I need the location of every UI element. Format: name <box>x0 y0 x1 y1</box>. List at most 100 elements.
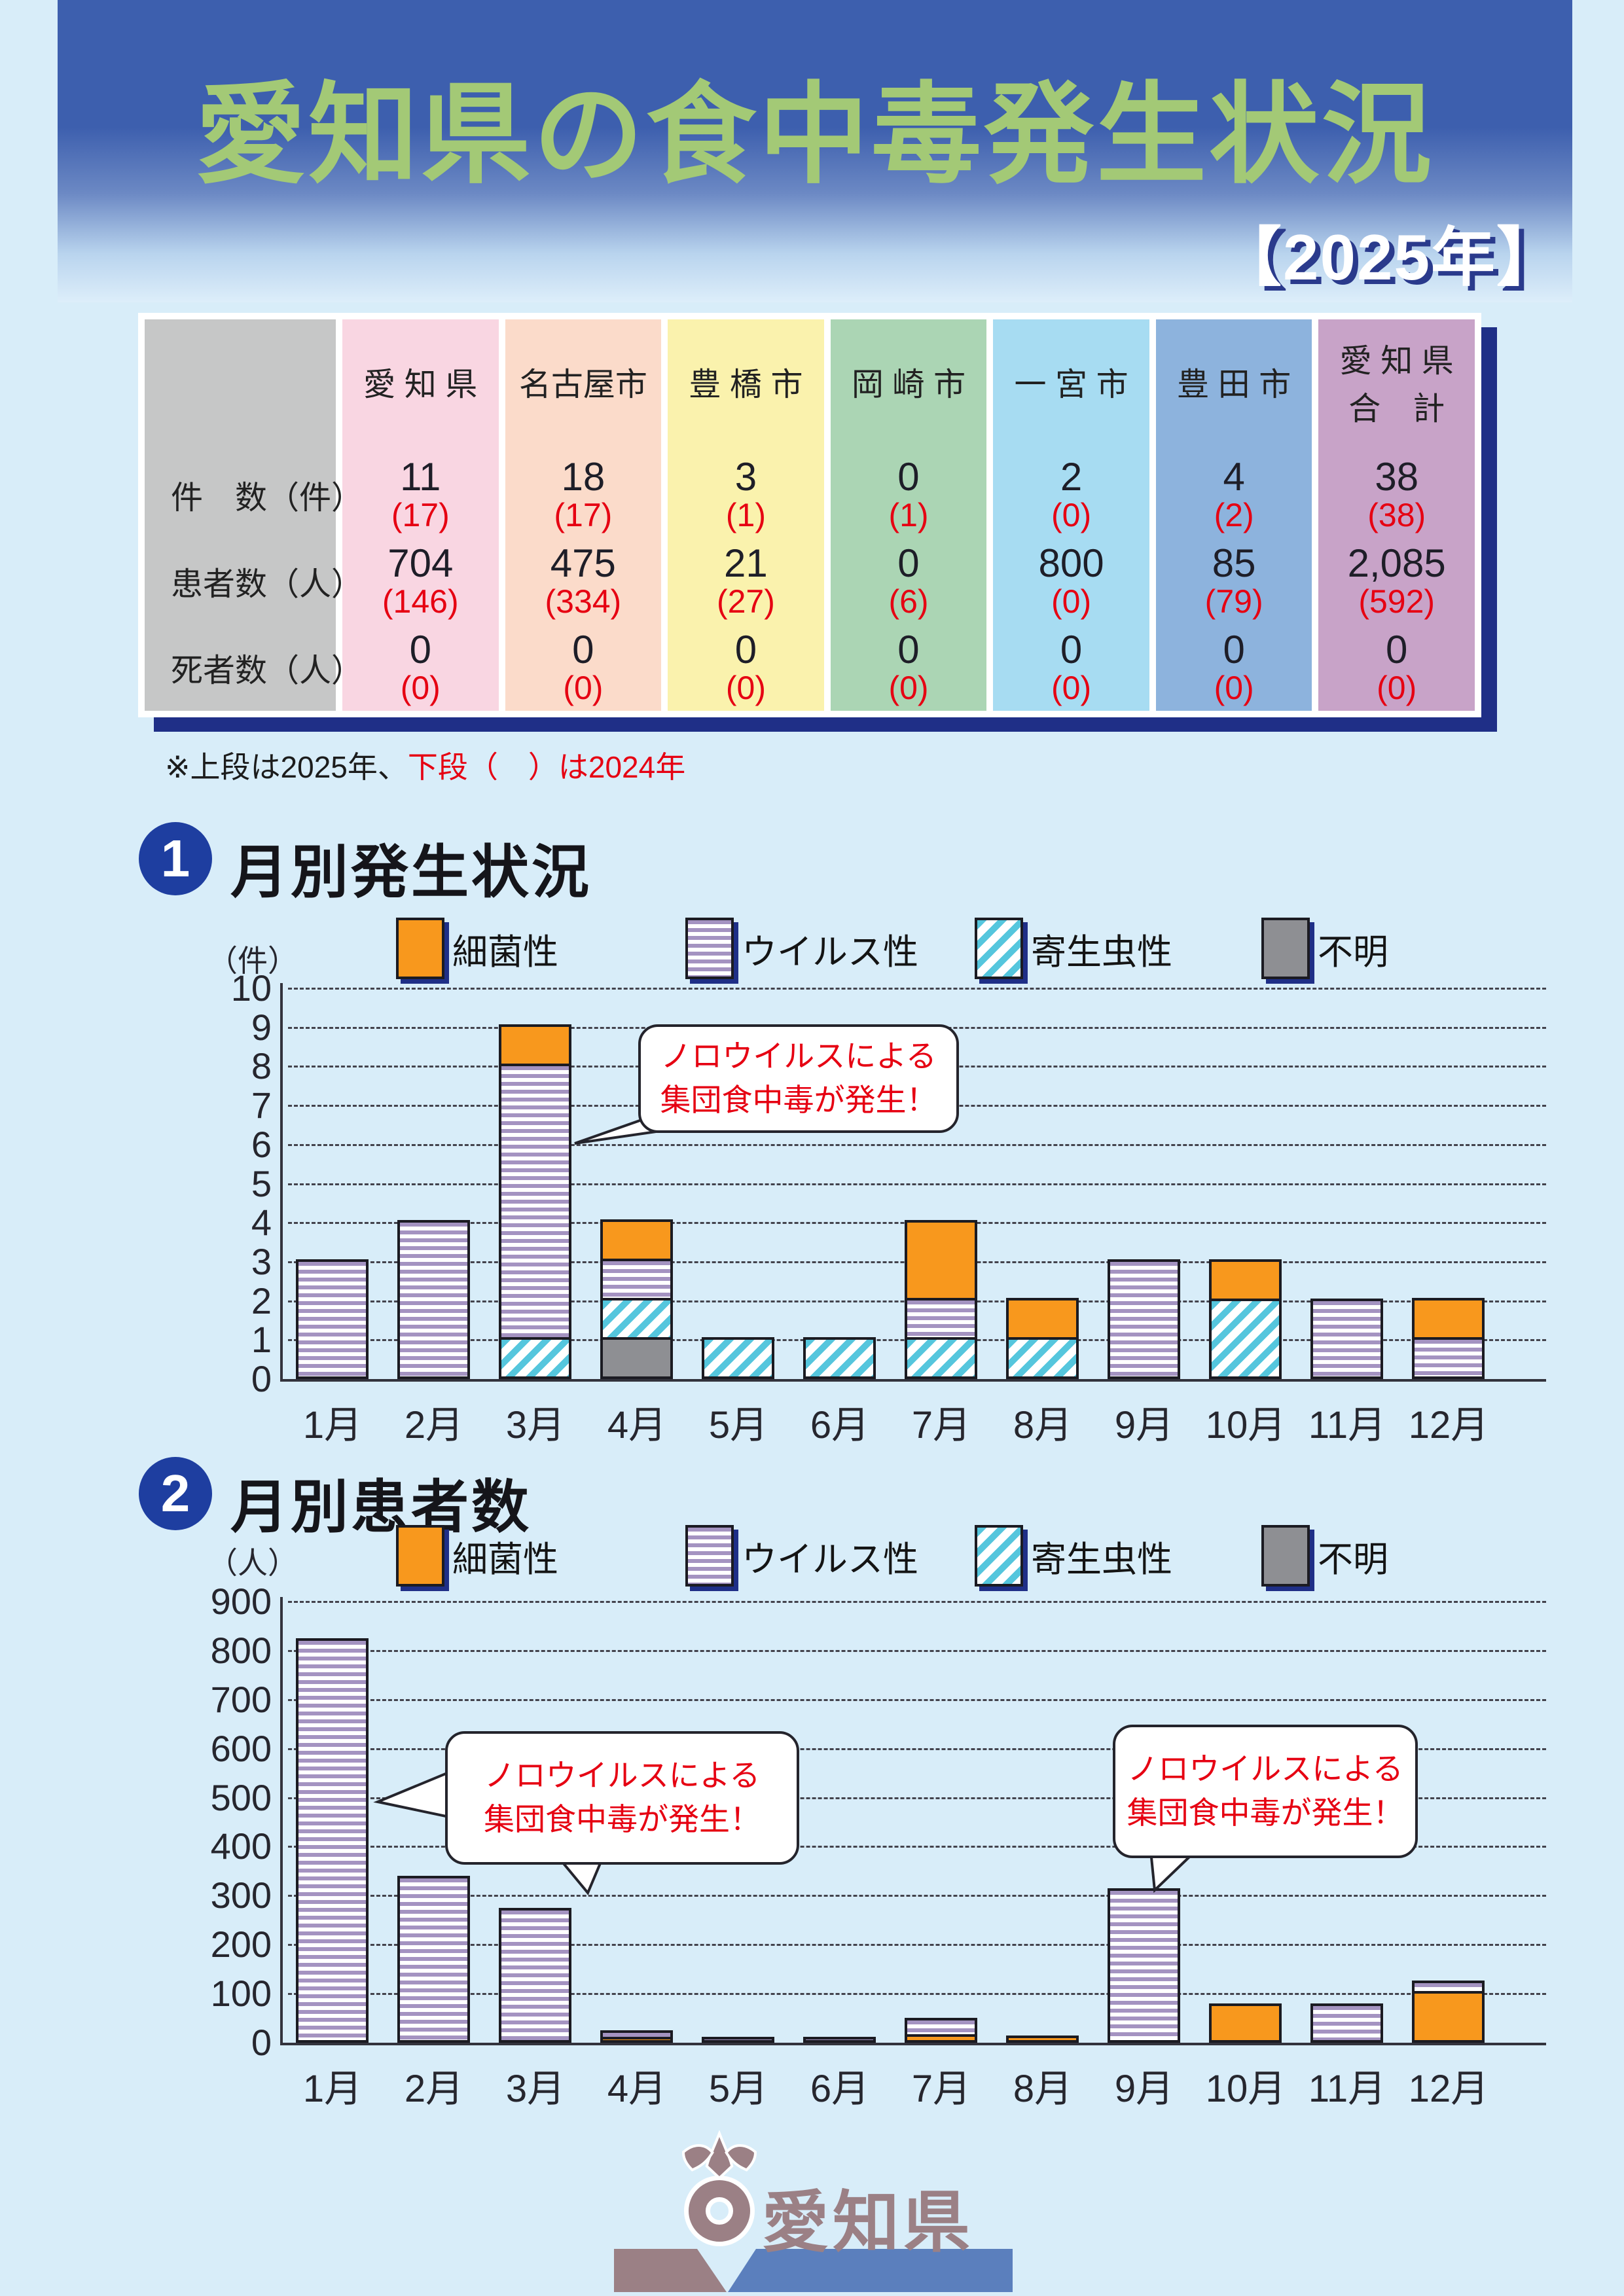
value-2024: (0) <box>1051 670 1092 706</box>
value-2024: (1) <box>725 497 766 533</box>
value-2025: 0 <box>897 628 920 672</box>
monthly-cases-y-axis <box>280 983 283 1382</box>
table-column-1: 愛 知 県 11 (17) 704 (146) 0 (0) <box>342 319 499 711</box>
monthly-cases-bar-1月-virus <box>296 1259 369 1379</box>
monthly-cases-bar-8月-bacteria <box>1006 1298 1079 1340</box>
monthly-patients-bar-5月-virus <box>702 2037 774 2043</box>
year-badge: 【2025年】 <box>1217 221 1562 293</box>
value-2024: (6) <box>888 583 929 620</box>
annotation-bubble-chart2-right: ノロウイルスによる 集団食中毒が発生！ <box>1113 1725 1418 1858</box>
monthly-patients-bar-12月-virus <box>1412 1981 1485 1994</box>
ribbon-left <box>614 2249 727 2292</box>
monthly-patients-ytick-700: 700 <box>210 1679 272 1720</box>
monthly-patients-ytick-100: 100 <box>210 1973 272 2014</box>
table-column-header-line: 名古屋市 <box>518 367 647 403</box>
table-cell: 18 (17) <box>505 452 662 538</box>
monthly-cases-x-label-1月: 1月 <box>302 1404 363 1446</box>
monthly-cases-gridline-10 <box>288 988 1546 990</box>
chart1-unit-label: （件） <box>208 944 298 978</box>
monthly-patients-gridline-300 <box>288 1895 1546 1897</box>
monthly-cases-ytick-8: 8 <box>251 1045 272 1086</box>
value-2025: 475 <box>550 541 616 585</box>
table-cell: 704 (146) <box>342 538 499 624</box>
monthly-cases-x-label-11月: 11月 <box>1308 1404 1386 1446</box>
annotation-line: ノロウイルスによる <box>1127 1751 1403 1787</box>
monthly-cases-x-axis <box>280 1379 1546 1382</box>
monthly-cases-bar-3月-bacteria <box>499 1024 571 1066</box>
table-column-header: 愛 知 県合 計 <box>1318 319 1475 452</box>
monthly-cases-ytick-0: 0 <box>251 1358 272 1399</box>
legend-chart1-label-unknown: 不明 <box>1318 932 1388 972</box>
monthly-cases-bar-3月-virus <box>499 1064 571 1340</box>
table-column-4: 岡 崎 市 0 (1) 0 (6) 0 (0) <box>830 319 987 711</box>
monthly-cases-x-label-2月: 2月 <box>404 1404 464 1446</box>
monthly-patients-gridline-200 <box>288 1944 1546 1946</box>
annotation-line: ノロウイルスによる <box>484 1758 761 1793</box>
monthly-cases-ytick-7: 7 <box>251 1085 272 1126</box>
section1-title: 月別発生状況 <box>230 840 592 905</box>
monthly-patients-gridline-700 <box>288 1699 1546 1701</box>
monthly-cases-bar-7月-virus <box>905 1298 977 1340</box>
monthly-patients-bar-3月-virus <box>499 1908 571 2043</box>
footnote-current-year: ※上段は2025年、 <box>165 750 408 784</box>
monthly-patients-x-label-2月: 2月 <box>404 2068 464 2110</box>
monthly-patients-ytick-900: 900 <box>210 1581 272 1622</box>
legend-chart1-swatch-unknown-icon <box>1261 918 1310 979</box>
table-cell: 3 (1) <box>668 452 824 538</box>
section2-number-badge: 2 <box>139 1457 212 1530</box>
legend-chart2-label-virus: ウイルス性 <box>742 1539 918 1579</box>
monthly-cases-bar-3月-parasite <box>499 1337 571 1379</box>
monthly-cases-x-label-4月: 4月 <box>607 1404 667 1446</box>
table-column-header: 岡 崎 市 <box>831 319 987 452</box>
table-column-header-line: 合 計 <box>1348 391 1445 427</box>
legend-chart1-label-bacteria: 細菌性 <box>452 932 558 972</box>
monthly-cases-bar-10月-bacteria <box>1209 1259 1282 1301</box>
monthly-patients-bar-2月-virus <box>397 1876 470 2043</box>
monthly-patients-bar-7月-virus <box>905 2018 977 2037</box>
monthly-patients-bar-4月-virus <box>600 2030 673 2039</box>
monthly-patients-gridline-900 <box>288 1601 1546 1603</box>
monthly-cases-x-label-7月: 7月 <box>911 1404 971 1446</box>
table-cell: 2 (0) <box>993 452 1149 538</box>
value-2024: (79) <box>1204 583 1263 620</box>
section2-title: 月別患者数 <box>230 1475 532 1539</box>
value-2024: (17) <box>554 497 613 533</box>
monthly-patients-gridline-600 <box>288 1748 1546 1750</box>
monthly-cases-bar-10月-parasite <box>1209 1299 1282 1379</box>
table-cell: 0 (1) <box>831 452 987 538</box>
table-column-6: 豊 田 市 4 (2) 85 (79) 0 (0) <box>1155 319 1312 711</box>
monthly-cases-bar-2月-virus <box>397 1220 470 1379</box>
monthly-cases-bar-4月-bacteria <box>600 1219 673 1261</box>
table-row-label: 件 数（件） <box>171 480 364 516</box>
value-2025: 0 <box>897 541 920 585</box>
table-cell: 0 (0) <box>1318 624 1475 711</box>
monthly-patients-x-label-9月: 9月 <box>1114 2068 1174 2110</box>
table-column-header-line: 豊 橋 市 <box>689 367 803 403</box>
value-2024: (0) <box>1051 583 1092 620</box>
annotation-bubble-chart2-left: ノロウイルスによる 集団食中毒が発生！ <box>445 1731 799 1865</box>
table-footnote: ※上段は2025年、下段（ ）は2024年 <box>165 744 685 787</box>
section2-number: 2 <box>160 1464 190 1522</box>
monthly-patients-bar-6月-virus <box>803 2037 876 2043</box>
monthly-patients-x-label-4月: 4月 <box>607 2068 667 2110</box>
monthly-cases-bar-12月-virus <box>1412 1337 1485 1379</box>
table-cell: 38 (38) <box>1318 452 1475 538</box>
value-2025: 0 <box>1223 628 1245 672</box>
monthly-patients-gridline-400 <box>288 1846 1546 1848</box>
monthly-cases-gridline-6 <box>288 1144 1546 1146</box>
monthly-patients-x-label-11月: 11月 <box>1308 2068 1386 2110</box>
value-2025: 2 <box>1060 455 1083 499</box>
value-2024: (2) <box>1214 497 1254 533</box>
table-cell: 2,085 (592) <box>1318 538 1475 624</box>
monthly-cases-bar-4月-virus <box>600 1259 673 1300</box>
monthly-patients-bar-10月-bacteria <box>1209 2003 1282 2043</box>
table-column-7: 愛 知 県合 計 38 (38) 2,085 (592) 0 (0) <box>1318 319 1475 711</box>
monthly-patients-x-label-6月: 6月 <box>810 2068 870 2110</box>
annotation-line: ノロウイルスによる <box>660 1039 937 1074</box>
section1-number-badge: 1 <box>139 822 212 895</box>
section1-number: 1 <box>160 829 190 888</box>
table-cell: 11 (17) <box>342 452 499 538</box>
legend-chart2-swatch-parasite-icon <box>975 1525 1023 1587</box>
monthly-patients-bar-11月-virus <box>1310 2003 1383 2043</box>
monthly-cases-ytick-5: 5 <box>251 1163 272 1204</box>
